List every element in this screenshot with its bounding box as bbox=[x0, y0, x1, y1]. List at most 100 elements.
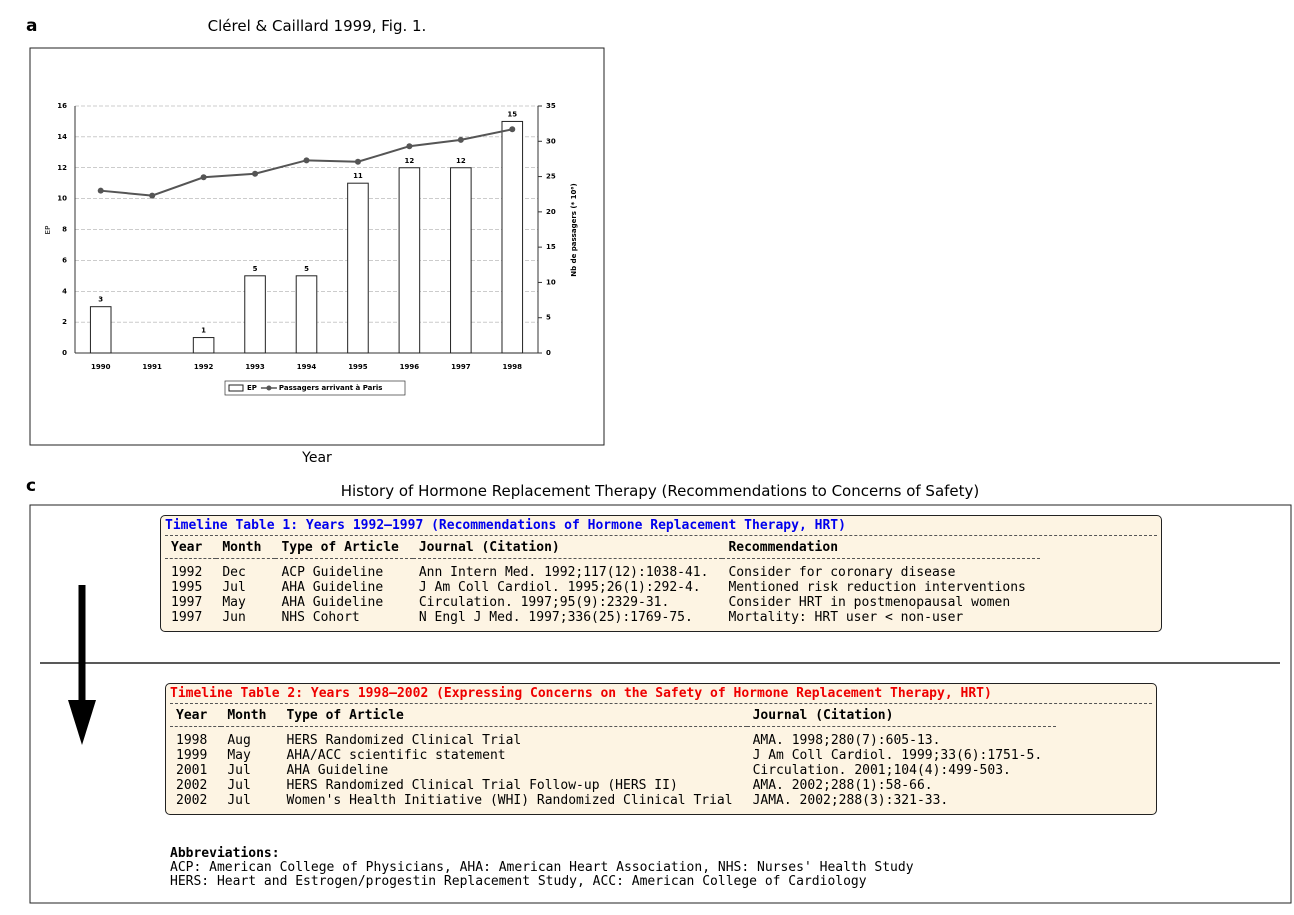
point bbox=[149, 192, 156, 199]
y2-tick-label: 30 bbox=[546, 137, 556, 145]
cell: HERS Randomized Clinical Trial bbox=[286, 733, 522, 748]
table: Year Month Type of Article Journal (Citatio… bbox=[170, 704, 1057, 808]
cell: Consider HRT in postmenopausal women bbox=[728, 595, 1011, 610]
cell: 2001 bbox=[176, 763, 208, 778]
column-header: Month bbox=[216, 536, 276, 559]
y-tick-label: 10 bbox=[57, 195, 67, 203]
y-tick-label: 8 bbox=[62, 226, 67, 234]
cell: AHA/ACC scientific statement bbox=[286, 748, 506, 763]
bar bbox=[450, 167, 472, 354]
bar bbox=[244, 275, 266, 354]
point bbox=[457, 136, 464, 143]
y-axis-label: EP bbox=[44, 226, 52, 235]
cell: 1995 bbox=[171, 580, 203, 595]
y2-tick-label: 35 bbox=[546, 102, 556, 110]
y2-tick-label: 20 bbox=[546, 208, 556, 216]
cell: 1997 bbox=[171, 610, 203, 625]
bar bbox=[501, 120, 524, 354]
bar bbox=[295, 275, 318, 354]
x-tick-label: 1990 bbox=[91, 363, 111, 371]
cell: 2002 bbox=[176, 793, 208, 808]
point bbox=[97, 187, 104, 194]
cell: NHS Cohort bbox=[281, 610, 360, 625]
point bbox=[509, 126, 516, 133]
row: 1998 Aug HERS Randomized Clinical Trial AMA… bbox=[170, 727, 1056, 749]
x-tick-label: 1998 bbox=[503, 363, 523, 371]
bar bbox=[347, 182, 369, 354]
column-header: Year bbox=[165, 536, 217, 559]
cell: N Engl J Med. 1997;336(25):1769-75. bbox=[418, 610, 693, 625]
panel-title: History of Hormone Replacement Therapy (… bbox=[341, 482, 980, 500]
cell: May bbox=[227, 748, 251, 763]
y-tick-label: 4 bbox=[62, 287, 67, 295]
abbreviations: Abbreviations: ACP: American College of … bbox=[170, 847, 914, 889]
panel-label: a bbox=[26, 16, 37, 36]
cell: Mortality: HRT user < non-user bbox=[728, 610, 964, 625]
row: 1995 Jul AHA Guideline J Am Coll Cardiol. 1… bbox=[165, 580, 1040, 595]
row: 1997 May AHA Guideline Circulation. 1997;95… bbox=[165, 595, 1040, 610]
y-tick-label: 0 bbox=[62, 349, 67, 357]
column-header: Journal (Citation) bbox=[412, 536, 723, 559]
point bbox=[252, 170, 259, 177]
row: 2002 Jul Women's Health Initiative (WHI) R… bbox=[170, 793, 1056, 808]
x-tick-label: 1996 bbox=[400, 363, 420, 371]
value-label: 15 bbox=[507, 110, 517, 118]
x-tick-label: 1991 bbox=[142, 363, 162, 371]
y2-tick-label: 25 bbox=[546, 173, 556, 181]
cell: AHA Guideline bbox=[281, 580, 384, 595]
cell: AHA Guideline bbox=[281, 595, 384, 610]
value-label: 12 bbox=[456, 157, 466, 165]
row: 1997 Jun NHS Cohort N Engl J Med. 1997;336(… bbox=[165, 610, 1040, 625]
row: 1992 Dec ACP Guideline Ann Intern Med. 1992… bbox=[165, 559, 1040, 581]
bar bbox=[192, 337, 215, 354]
y-tick-label: 6 bbox=[62, 256, 67, 264]
y-tick-label: 14 bbox=[57, 133, 67, 141]
row: 2002 Jul HERS Randomized Clinical Trial Fo… bbox=[170, 778, 1056, 793]
cell: Consider for coronary disease bbox=[728, 565, 956, 580]
header-row: Year Month Type of Article Journal (Citatio… bbox=[165, 536, 1040, 559]
row: 2001 Jul AHA Guideline Circulation. 2001;10… bbox=[170, 763, 1056, 778]
table-title: Timeline Table 2: Years 1998–2002 (Expre… bbox=[170, 686, 1152, 704]
legend-label: EP bbox=[247, 384, 257, 392]
legend-swatch bbox=[228, 384, 244, 392]
column-header: Year bbox=[170, 704, 222, 727]
y2-tick-label: 5 bbox=[546, 314, 551, 322]
y2-tick-label: 10 bbox=[546, 278, 556, 286]
cell: 1997 bbox=[171, 595, 203, 610]
cell: Aug bbox=[227, 733, 251, 748]
abbreviation-line: ACP: American College of Physicians, AHA… bbox=[170, 860, 914, 875]
legend-box bbox=[224, 380, 406, 396]
cell: Jul bbox=[227, 778, 251, 793]
cell: May bbox=[222, 595, 246, 610]
cell: 1992 bbox=[171, 565, 203, 580]
cell: Circulation. 1997;95(9):2329-31. bbox=[418, 595, 670, 610]
cell: Circulation. 2001;104(4):499-503. bbox=[752, 763, 1011, 778]
x-tick-label: 1993 bbox=[245, 363, 265, 371]
point bbox=[303, 157, 310, 164]
row: 1999 May AHA/ACC scientific statement J Am … bbox=[170, 748, 1056, 763]
panel-label: c bbox=[26, 476, 36, 496]
bar bbox=[89, 306, 112, 354]
chart-title: Clérel & Caillard 1999, Fig. 1. bbox=[208, 17, 427, 35]
value-label: 5 bbox=[253, 265, 258, 273]
value-label: 3 bbox=[98, 296, 103, 304]
cell: 2002 bbox=[176, 778, 208, 793]
table-title: Timeline Table 1: Years 1992–1997 (Recom… bbox=[165, 518, 1157, 536]
cell: J Am Coll Cardiol. 1999;33(6):1751-5. bbox=[752, 748, 1043, 763]
cell: Jul bbox=[222, 580, 246, 595]
y-tick-label: 16 bbox=[57, 102, 67, 110]
cell: AHA Guideline bbox=[286, 763, 389, 778]
legend-label: Passagers arrivant à Paris bbox=[279, 384, 382, 392]
y-tick-label: 2 bbox=[62, 318, 67, 326]
cell: ACP Guideline bbox=[281, 565, 384, 580]
panel-frame bbox=[29, 504, 1292, 904]
x-tick-label: 1995 bbox=[348, 363, 368, 371]
cell: AMA. 2002;288(1):58-66. bbox=[752, 778, 933, 793]
timeline-table: Timeline Table 2: Years 1998–2002 (Expre… bbox=[165, 683, 1157, 815]
cell: HERS Randomized Clinical Trial Follow-up… bbox=[286, 778, 678, 793]
y2-tick-label: 0 bbox=[546, 349, 551, 357]
y2-tick-label: 15 bbox=[546, 243, 556, 251]
point bbox=[354, 158, 361, 165]
